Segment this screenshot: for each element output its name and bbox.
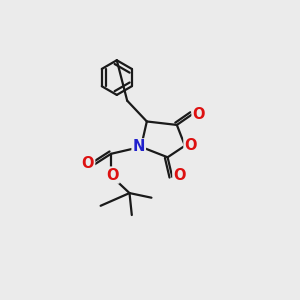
Text: O: O (184, 138, 197, 153)
Text: O: O (173, 168, 186, 183)
Text: N: N (133, 140, 145, 154)
Text: O: O (193, 107, 205, 122)
Text: O: O (82, 156, 94, 171)
Text: O: O (106, 168, 119, 183)
